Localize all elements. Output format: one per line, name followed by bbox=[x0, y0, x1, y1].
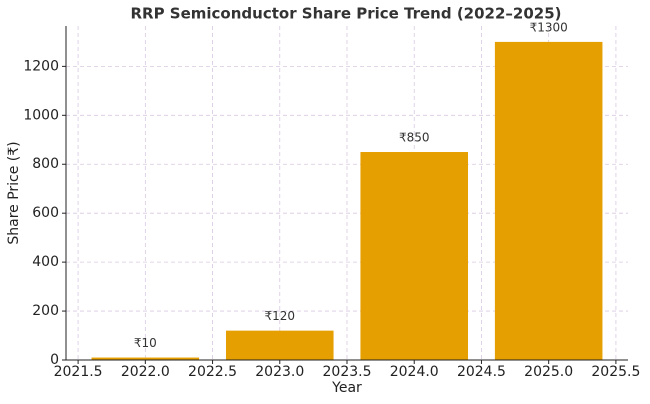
y-tick-label: 1200 bbox=[23, 58, 59, 74]
x-tick-label: 2024.0 bbox=[390, 364, 439, 380]
x-tick-label: 2025.0 bbox=[524, 364, 573, 380]
x-tick-label: 2022.5 bbox=[188, 364, 237, 380]
x-tick-label: 2022.0 bbox=[121, 364, 170, 380]
y-tick-label: 0 bbox=[50, 352, 59, 368]
x-tick-label: 2023.5 bbox=[323, 364, 372, 380]
value-label: ₹850 bbox=[399, 131, 430, 145]
y-tick-label: 1000 bbox=[23, 107, 59, 123]
value-label: ₹1300 bbox=[530, 20, 568, 34]
x-axis-label: Year bbox=[331, 380, 362, 396]
bar bbox=[225, 330, 334, 360]
x-tick-label: 2025.5 bbox=[591, 364, 640, 380]
x-tick-label: 2023.0 bbox=[255, 364, 304, 380]
y-tick-label: 600 bbox=[32, 205, 59, 221]
bar bbox=[494, 41, 603, 361]
x-tick-label: 2024.5 bbox=[457, 364, 506, 380]
y-tick-label: 800 bbox=[32, 156, 59, 172]
chart-title: RRP Semiconductor Share Price Trend (202… bbox=[130, 5, 561, 23]
y-axis-label: Share Price (₹) bbox=[6, 141, 22, 244]
value-label: ₹120 bbox=[265, 309, 296, 323]
y-tick-label: 200 bbox=[32, 303, 59, 319]
bar bbox=[360, 152, 469, 360]
value-label: ₹10 bbox=[134, 336, 157, 350]
x-tick-label: 2021.5 bbox=[54, 364, 103, 380]
y-tick-label: 400 bbox=[32, 254, 59, 270]
bar bbox=[91, 357, 200, 360]
